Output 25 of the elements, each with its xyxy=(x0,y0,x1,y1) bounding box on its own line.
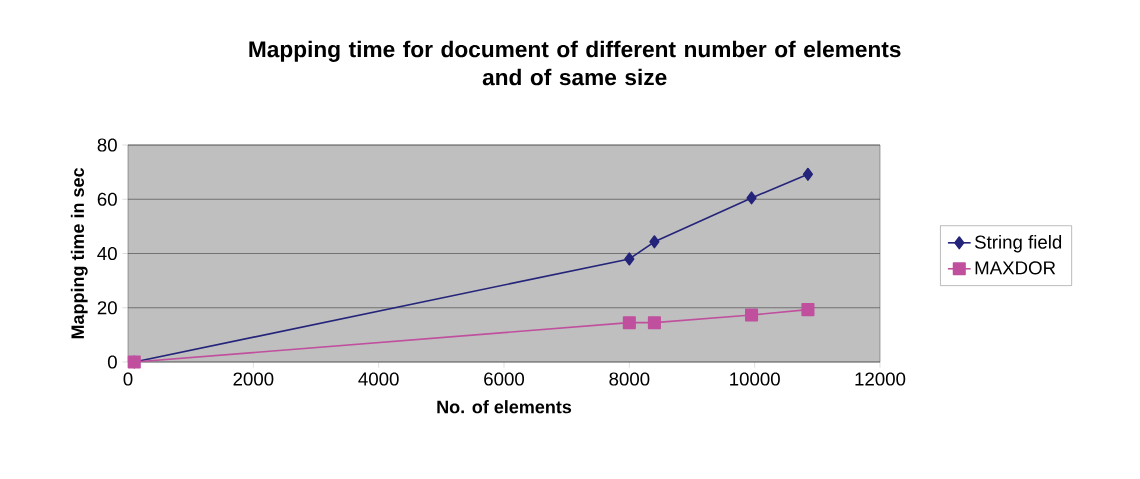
x-tick-label: 0 xyxy=(123,372,133,386)
y-axis-title: Mapping time in sec xyxy=(70,168,88,339)
y-tick-label: 0 xyxy=(107,355,117,369)
point xyxy=(746,191,757,205)
point xyxy=(624,252,635,266)
y-tick-label: 20 xyxy=(97,301,117,315)
x-tick-label: 10000 xyxy=(730,372,780,386)
legend-label: MAXDOR xyxy=(975,261,1056,275)
x-tick-label: 4000 xyxy=(358,372,399,386)
point xyxy=(647,316,661,330)
point xyxy=(649,235,660,249)
x-tick-label: 6000 xyxy=(484,372,525,386)
y-tick-label: 80 xyxy=(97,138,117,152)
point xyxy=(801,303,815,317)
y-tick-label: 40 xyxy=(97,246,117,261)
point xyxy=(622,316,636,330)
x-tick-label: 2000 xyxy=(233,372,274,386)
legend-label: String field xyxy=(974,235,1062,253)
y-tick-label: 60 xyxy=(97,192,117,206)
chart-title: Mapping time for document of different number of elements and of same size xyxy=(249,40,901,86)
point xyxy=(802,167,814,181)
x-axis-title: No. of elements xyxy=(437,400,572,414)
x-tick-label: 12000 xyxy=(855,372,906,386)
point xyxy=(745,308,759,322)
x-tick-label: 8000 xyxy=(609,372,650,386)
